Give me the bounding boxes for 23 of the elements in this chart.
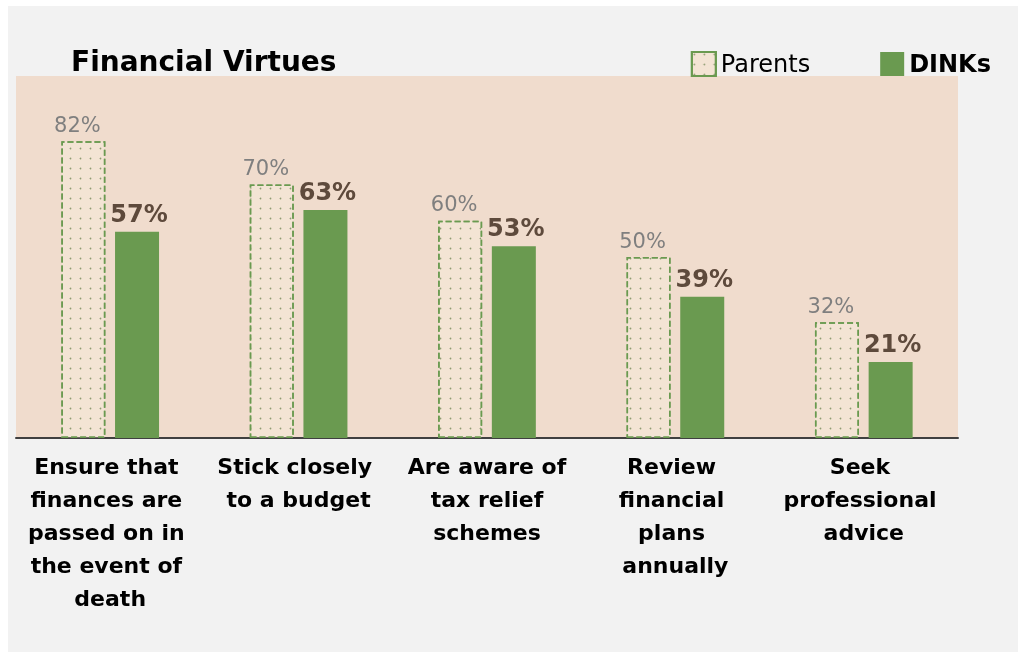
data-label: 50%: [619, 228, 666, 253]
x-tick-label: Stick closely to a budget: [217, 454, 380, 512]
bar: [115, 231, 160, 438]
bar: [303, 209, 348, 438]
x-tick-label: Ensure that finances are passed on in the event of death: [27, 454, 193, 611]
x-tick-label: Seek professional advice: [783, 454, 945, 545]
data-label: 82%: [54, 112, 101, 137]
data-label: 57%: [110, 199, 168, 228]
data-label: 32%: [807, 293, 855, 318]
data-label: 70%: [242, 156, 290, 181]
bar: [491, 246, 536, 438]
data-label: 63%: [298, 177, 357, 206]
bar: [680, 296, 725, 438]
data-label: 39%: [675, 264, 733, 293]
legend-label: DINKs: [909, 50, 992, 78]
x-tick-label: Review financial plans annually: [618, 454, 732, 578]
x-tick-label: Are aware of tax relief schemes: [407, 454, 567, 545]
legend-label: Parents: [720, 50, 811, 78]
data-label: 60%: [430, 192, 478, 217]
data-label: 21%: [863, 329, 922, 358]
data-label: 53%: [487, 214, 545, 243]
chart-title: Financial Virtues: [71, 44, 337, 78]
bar: [868, 361, 913, 438]
